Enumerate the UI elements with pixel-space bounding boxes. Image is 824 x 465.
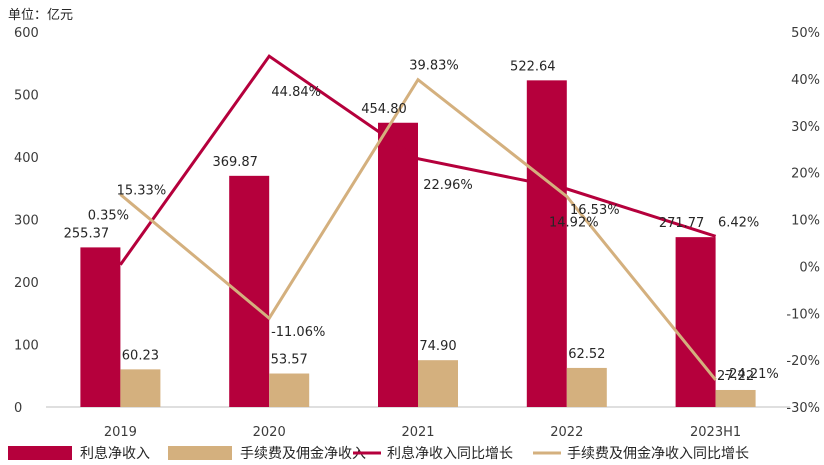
y-axis-right: -30% -20% -10% 0% 10% 20% 30% 40% 50% (786, 26, 820, 416)
bar-data-label: 454.80 (361, 102, 407, 117)
line-data-label: -11.06% (271, 325, 325, 340)
bar-data-label: 369.87 (212, 155, 258, 170)
y-right-tick-label: 0% (799, 260, 820, 275)
y-right-tick-label: 40% (791, 73, 820, 88)
unit-label: 单位：亿元 (8, 8, 73, 23)
y-right-tick-label: 20% (791, 167, 820, 182)
bar-interest-income (80, 247, 121, 407)
line-data-label: 16.53% (570, 203, 620, 218)
line-data-label: 44.84% (271, 85, 321, 100)
line-data-label: 22.96% (423, 178, 473, 193)
x-tick-label: 2023H1 (690, 425, 741, 440)
legend-swatch (8, 446, 72, 460)
legend-label: 手续费及佣金净收入 (240, 445, 366, 462)
line-interest-growth (119, 54, 717, 266)
y-left-tick-label: 500 (14, 89, 39, 104)
bar-data-label: 53.57 (271, 353, 308, 368)
bar-data-label: 60.23 (122, 348, 159, 363)
y-left-tick-label: 400 (14, 151, 39, 166)
y-right-tick-label: -20% (786, 354, 820, 369)
bar-interest-income (675, 237, 716, 407)
x-tick-label: 2019 (104, 425, 137, 440)
line-fee-growth (119, 77, 717, 381)
y-left-tick-label: 600 (14, 26, 39, 41)
data-labels: 255.37 369.87 454.80 522.64 271.77 60.23 53.57… (64, 59, 779, 384)
x-tick-label: 2020 (253, 425, 286, 440)
legend-label: 利息净收入同比增长 (387, 445, 513, 462)
bar-fee-income (566, 367, 607, 407)
legend-label: 手续费及佣金净收入同比增长 (567, 445, 749, 462)
y-right-tick-label: -30% (786, 401, 820, 416)
line-data-label: 39.83% (409, 59, 459, 74)
y-axis-left: 0 100 200 300 400 500 600 (14, 26, 39, 416)
y-right-tick-label: 10% (791, 214, 820, 229)
x-axis: 2019 2020 2021 2022 2023H1 (104, 425, 741, 440)
lines (119, 54, 717, 381)
bar-interest-income (378, 122, 418, 407)
legend: 利息净收入 手续费及佣金净收入 利息净收入同比增长 手续费及佣金净收入同比增长 (8, 445, 749, 462)
line-data-label: -24.21% (724, 367, 778, 382)
x-tick-label: 2022 (550, 425, 583, 440)
bar-data-label: 255.37 (64, 226, 110, 241)
y-right-tick-label: -10% (786, 307, 820, 322)
y-left-tick-label: 200 (14, 276, 39, 291)
legend-swatch (168, 446, 232, 460)
bar-interest-income (526, 80, 567, 407)
x-tick-label: 2021 (401, 425, 434, 440)
y-left-tick-label: 100 (14, 339, 39, 354)
bar-data-label: 27.22 (717, 369, 754, 384)
line-data-label: 15.33% (117, 184, 167, 199)
legend-label: 利息净收入 (80, 445, 150, 462)
bar-fee-income (715, 389, 756, 407)
bar-fee-income (269, 373, 310, 407)
y-right-tick-label: 30% (791, 120, 820, 135)
y-left-tick-label: 300 (14, 214, 39, 229)
bar-fee-income (120, 369, 161, 407)
bar-data-label: 522.64 (510, 59, 556, 74)
y-right-tick-label: 50% (791, 26, 820, 41)
bar-fee-income (418, 360, 458, 407)
line-data-label: 14.92% (549, 215, 599, 230)
y-left-tick-label: 0 (14, 401, 22, 416)
bar-data-label: 271.77 (659, 216, 705, 231)
bars (80, 80, 756, 407)
bar-data-label: 74.90 (419, 339, 456, 354)
bar-data-label: 62.52 (568, 347, 605, 362)
line-data-label: 6.42% (718, 215, 759, 230)
line-data-label: 0.35% (88, 209, 129, 224)
